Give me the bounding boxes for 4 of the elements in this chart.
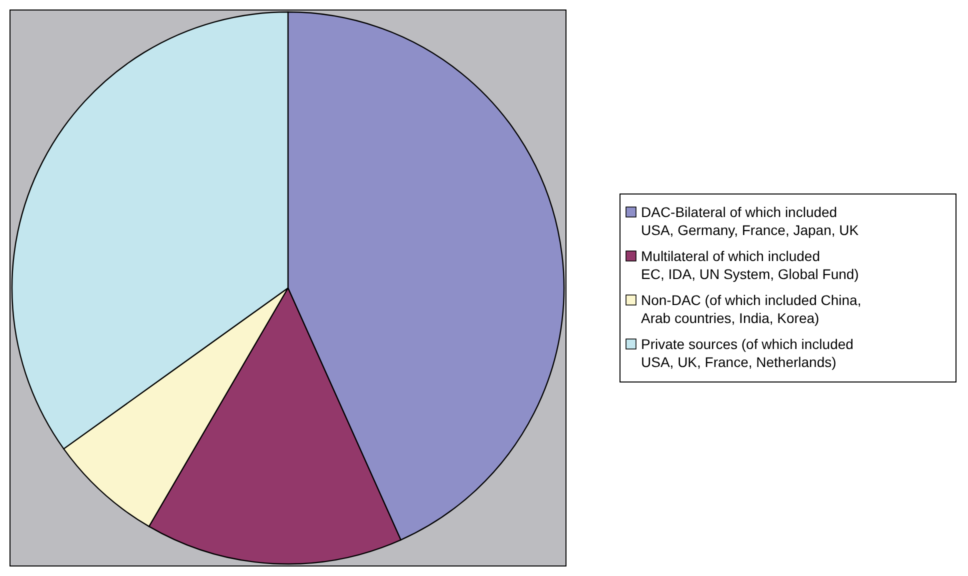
- legend-label: Non-DAC (of which included China, Arab countries, India, Korea): [641, 292, 862, 326]
- legend-label: DAC-Bilateral of which included USA, Germany, France, Japan, UK: [641, 204, 860, 238]
- legend-label: Private sources (of which included USA, UK, France, Netherlands): [641, 336, 854, 370]
- legend-label: Multilateral of which included EC, IDA, UN System, Global Fund): [641, 248, 859, 282]
